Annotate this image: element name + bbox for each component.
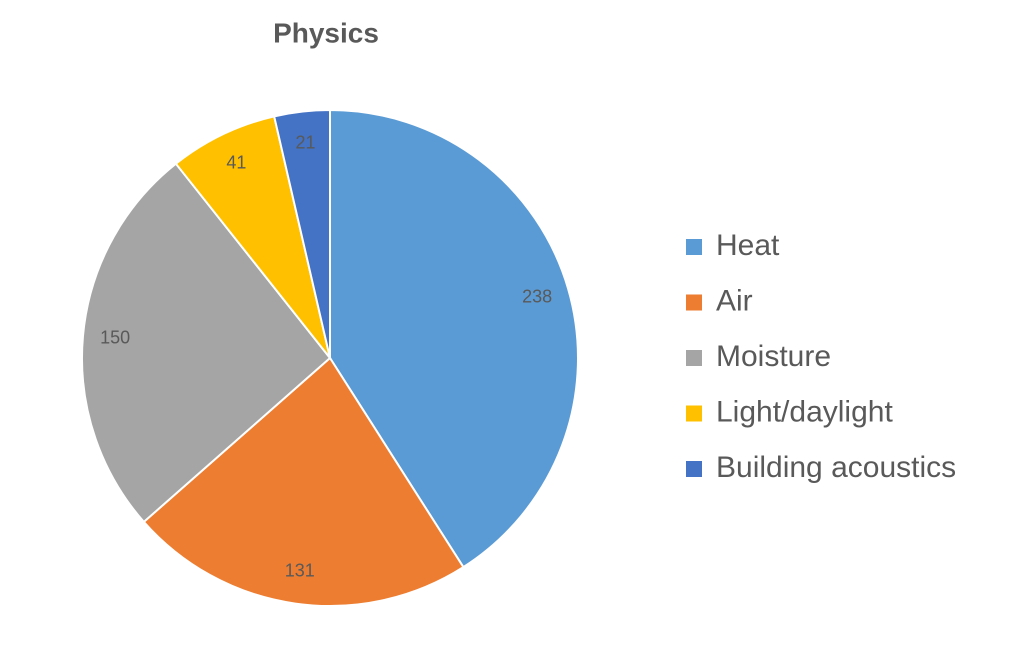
legend-label: Light/daylight (716, 395, 893, 428)
data-label: 41 (226, 152, 246, 172)
legend-swatch (686, 350, 702, 366)
legend-label: Moisture (716, 340, 831, 373)
data-label: 150 (100, 328, 130, 348)
pie-slice (174, 115, 331, 359)
data-label: 21 (296, 132, 316, 152)
pie-slice (81, 162, 332, 524)
pie-slice (272, 108, 331, 359)
legend-label: Air (716, 284, 753, 317)
data-label: 131 (285, 560, 315, 580)
legend-label: Building acoustics (716, 451, 956, 484)
legend-swatch (686, 405, 702, 422)
legend-label: Heat (716, 229, 780, 262)
legend-swatch (686, 294, 702, 311)
legend-swatch (686, 461, 702, 477)
data-label: 238 (522, 286, 552, 306)
legend-swatch (686, 239, 702, 255)
pie-slice (142, 356, 465, 607)
pie-slice (329, 108, 579, 569)
chart-title: Physics (273, 17, 379, 48)
